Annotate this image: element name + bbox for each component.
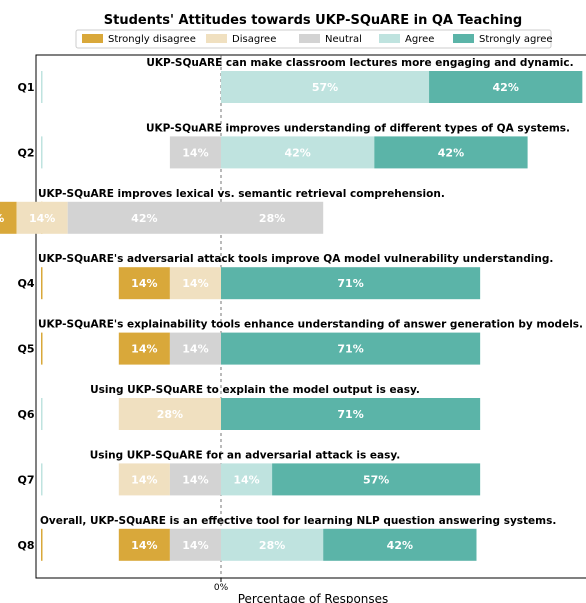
data-label: 42%	[387, 539, 413, 552]
bar-segment	[221, 463, 273, 496]
bar-segment	[221, 201, 324, 234]
y-tick-label: Q2	[17, 146, 34, 159]
data-label: 42%	[284, 146, 310, 159]
data-label: 14%	[182, 277, 208, 290]
legend-swatch	[206, 34, 227, 43]
data-label: 57%	[312, 81, 338, 94]
y-tick-label: Q1	[17, 81, 34, 94]
data-label: 14%	[182, 539, 208, 552]
edge-marker	[41, 528, 43, 561]
data-label: 71%	[337, 408, 363, 421]
bar-segment	[221, 136, 375, 169]
bar-segment	[118, 267, 170, 300]
bar-segment	[169, 267, 221, 300]
bar-segment	[374, 136, 528, 169]
question-text: UKP-SQuARE improves understanding of dif…	[146, 122, 570, 134]
edge-marker	[41, 71, 43, 103]
data-label: 57%	[363, 473, 389, 486]
data-label: 42%	[131, 212, 157, 225]
bar-segment	[429, 71, 583, 103]
question-text: UKP-SQuARE's explainability tools enhanc…	[38, 319, 583, 331]
legend: Strongly disagree Disagree Neutral Agree Str…	[75, 29, 553, 49]
legend-swatch	[299, 34, 320, 43]
chart-title: Students' Attitudes towards UKP-SQuARE i…	[104, 13, 522, 28]
y-tick-label: Q4	[17, 277, 34, 290]
data-label: 71%	[337, 343, 363, 356]
edge-marker	[41, 398, 43, 430]
data-label: 14%	[233, 473, 259, 486]
plot-frame	[35, 54, 586, 579]
question-text: Overall, UKP-SQuARE is an effective tool…	[40, 515, 556, 527]
question-text: UKP-SQuARE can make classroom lectures m…	[146, 57, 573, 69]
data-label: 14%	[29, 212, 55, 225]
data-label: 42%	[493, 81, 519, 94]
question-text: Using UKP-SQuARE for an adversarial atta…	[90, 449, 401, 461]
data-label: 14%	[182, 146, 208, 159]
data-label: 14%	[131, 343, 157, 356]
y-tick-label: Q6	[17, 408, 34, 421]
bar-segment	[118, 463, 170, 496]
bar-segment	[169, 528, 221, 561]
y-tick-label: Q5	[17, 343, 34, 356]
legend-swatch	[379, 34, 400, 43]
data-label: 28%	[157, 408, 183, 421]
bar-segment	[221, 332, 481, 365]
legend-swatch	[453, 34, 474, 43]
data-label: 14%	[182, 473, 208, 486]
bar-segment	[221, 71, 430, 103]
bar-segment	[118, 528, 170, 561]
bar-segment	[118, 332, 170, 365]
data-label: 42%	[438, 146, 464, 159]
question-text: UKP-SQuARE's adversarial attack tools im…	[38, 253, 553, 265]
bar-segment	[323, 528, 477, 561]
legend-entry: Strongly disagree	[108, 34, 196, 45]
x-tick-label: 0%	[214, 583, 229, 593]
y-tick-label: Q8	[17, 539, 34, 552]
bar-segment	[169, 463, 221, 496]
data-label: 14%	[0, 212, 4, 225]
bar-segment	[0, 201, 17, 234]
bar-segment	[221, 528, 324, 561]
question-text: Using UKP-SQuARE to explain the model ou…	[90, 384, 420, 396]
bar-segment	[118, 398, 221, 430]
bar-segment	[272, 463, 481, 496]
edge-marker	[41, 332, 43, 365]
data-label: 14%	[131, 277, 157, 290]
data-label: 14%	[182, 343, 208, 356]
bar-segment	[67, 201, 221, 234]
bar-segment	[221, 267, 481, 300]
edge-marker	[41, 463, 43, 496]
data-label: 28%	[259, 539, 285, 552]
x-axis-label: Percentage of Responses	[238, 592, 389, 603]
legend-entry: Disagree	[232, 34, 276, 45]
question-text: UKP-SQuARE improves lexical vs. semantic…	[38, 188, 445, 200]
y-tick-label: Q7	[17, 473, 34, 486]
legend-swatch	[82, 34, 103, 43]
data-label: 28%	[259, 212, 285, 225]
bar-segment	[169, 332, 221, 365]
data-label: 71%	[337, 277, 363, 290]
data-label: 14%	[131, 539, 157, 552]
bar-segment	[169, 136, 221, 169]
legend-entry: Agree	[405, 34, 434, 45]
legend-entry: Neutral	[325, 34, 362, 45]
edge-marker	[41, 267, 43, 300]
bar-segment	[16, 201, 68, 234]
legend-entry: Strongly agree	[479, 34, 553, 45]
data-label: 14%	[131, 473, 157, 486]
edge-marker	[41, 136, 43, 169]
bar-segment	[221, 398, 481, 430]
